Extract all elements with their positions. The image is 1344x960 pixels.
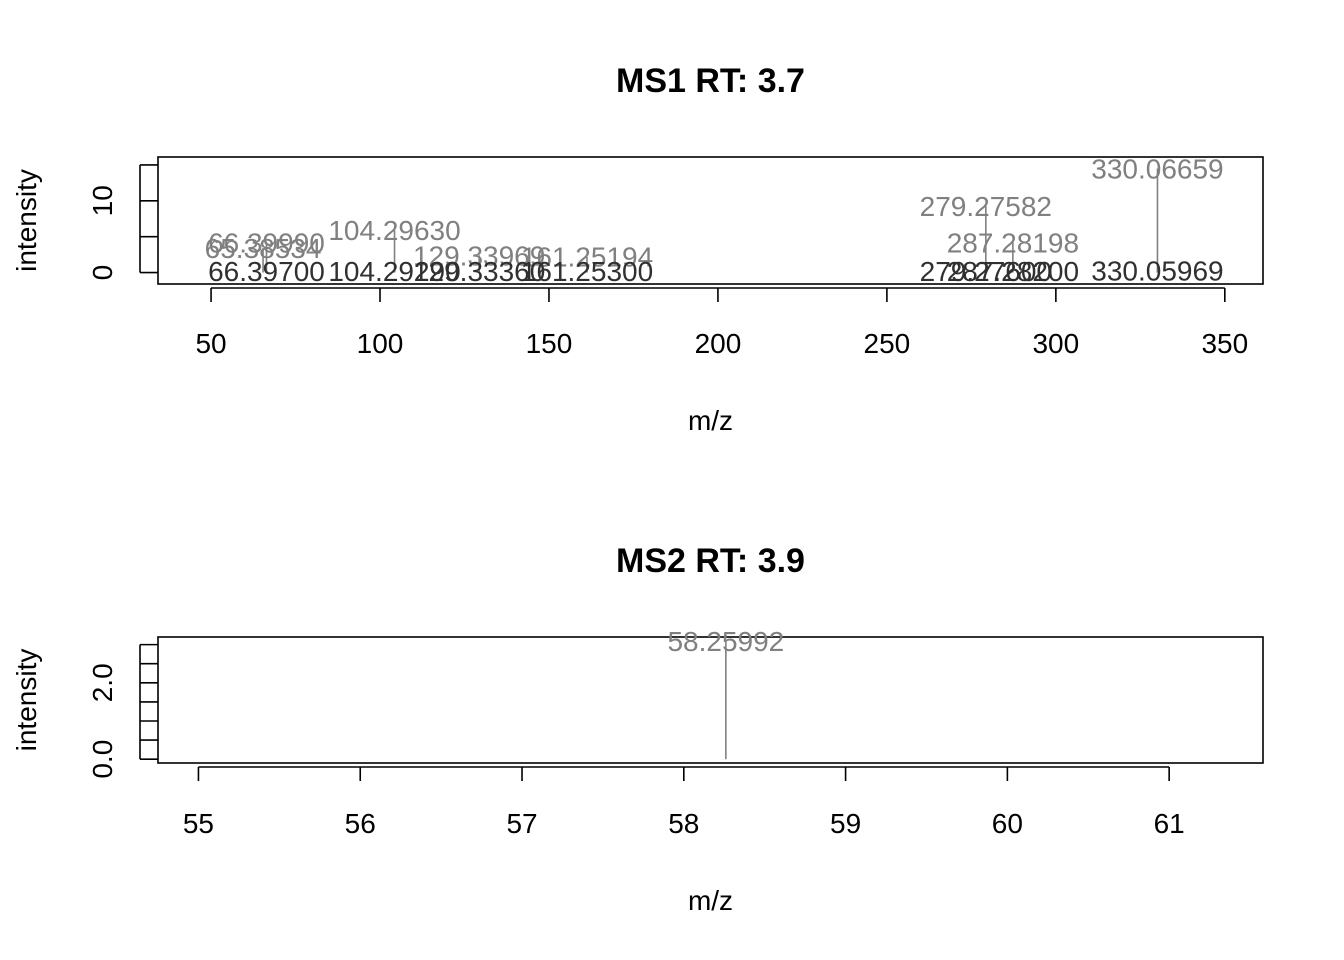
- peak-label: 66.39700: [208, 256, 325, 287]
- peak-label: 65.38534: [205, 233, 322, 264]
- x-axis-label: m/z: [688, 405, 733, 436]
- y-axis-label: intensity: [11, 169, 42, 272]
- peaks-group: 58.25992: [667, 626, 784, 760]
- peak-label: 161.25300: [521, 256, 653, 287]
- x-tick-label: 61: [1154, 808, 1185, 839]
- plot-frame: [157, 636, 1264, 764]
- peak-label: 129.33969: [413, 240, 545, 271]
- peak-label: 129.33360: [413, 256, 545, 287]
- y-tick-label: 2.0: [87, 663, 118, 702]
- y-tick-label: 0.0: [87, 740, 118, 779]
- x-tick-label: 100: [357, 328, 404, 359]
- ms2-panel: MS2 RT: 3.9 55 56 57 58 59 60 61 m/z 0.0 2.0 intens…: [11, 542, 1264, 916]
- x-tick-label: 50: [195, 328, 226, 359]
- x-axis-label: m/z: [688, 885, 733, 916]
- x-tick-label: 250: [864, 328, 911, 359]
- x-tick-label: 58: [668, 808, 699, 839]
- y-tick-label: 10: [87, 185, 118, 216]
- y-axis-label: intensity: [11, 649, 42, 752]
- x-tick-label: 150: [526, 328, 573, 359]
- x-tick-label: 56: [345, 808, 376, 839]
- chart-title: MS2 RT: 3.9: [616, 542, 805, 580]
- chart-title: MS1 RT: 3.7: [616, 62, 805, 100]
- peak-label: 330.06659: [1091, 153, 1223, 184]
- x-tick-label: 57: [506, 808, 537, 839]
- x-tick-label: 59: [830, 808, 861, 839]
- x-tick-label: 200: [695, 328, 742, 359]
- peak-label: 330.05969: [1091, 255, 1223, 286]
- x-tick-label: 350: [1201, 328, 1248, 359]
- peak-label: 287.28198: [947, 227, 1079, 258]
- peak-label: 104.29630: [328, 215, 460, 246]
- x-tick-label: 300: [1032, 328, 1079, 359]
- peak-label: 279.27582: [920, 191, 1052, 222]
- x-tick-label: 60: [992, 808, 1023, 839]
- peak-label: 58.25992: [667, 626, 784, 657]
- peak-label: 66.39990: [208, 227, 325, 258]
- peak-label: 279.27600: [920, 256, 1052, 287]
- plot-frame: [157, 156, 1264, 285]
- peak-label: 161.25194: [521, 242, 653, 273]
- peaks-group: 330.06659 279.27582 287.28198 104.2963066.3…: [205, 153, 1224, 287]
- ms1-panel: MS1 RT: 3.7 50 100 150 200 250 300 350 m/z 0 10 int…: [11, 62, 1264, 436]
- x-tick-label: 55: [183, 808, 214, 839]
- y-tick-label: 0: [87, 265, 118, 281]
- peak-label: 104.29290: [328, 256, 460, 287]
- peak-label: 287.28200: [947, 256, 1079, 287]
